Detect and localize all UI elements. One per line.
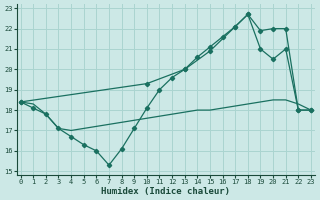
X-axis label: Humidex (Indice chaleur): Humidex (Indice chaleur) [101, 187, 230, 196]
